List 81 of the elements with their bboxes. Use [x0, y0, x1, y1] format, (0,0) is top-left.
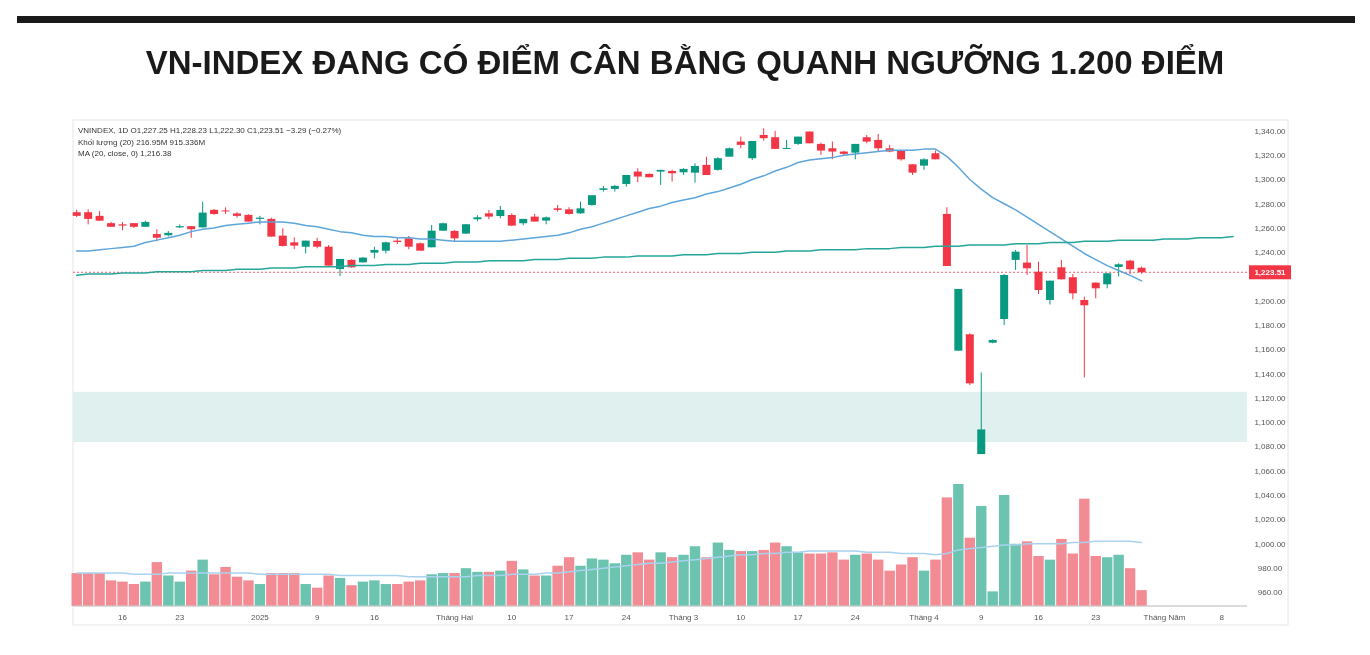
bar — [701, 557, 712, 606]
candlestick — [324, 244, 333, 267]
x-tick-label: 16 — [369, 613, 380, 622]
candlestick — [1011, 249, 1020, 271]
x-tick-label: 24 — [850, 613, 861, 622]
chart-title: VN-INDEX ĐANG CÓ ĐIỂM CÂN BẰNG QUANH NGƯỠNG 1.200 ĐIỂM — [145, 44, 1225, 81]
annotation: VNINDEX, 1D O1,227.25 H1,228.23 L1,222.30 C1,223.51 −3.29 (−0.27%) — [78, 126, 342, 135]
bar — [540, 575, 552, 606]
x-tick-label: 10 — [736, 613, 746, 622]
candlestick — [484, 209, 493, 220]
bar — [197, 559, 208, 606]
x-tick-label: Tháng Hai — [436, 613, 474, 622]
x-tick-label: 8 — [1219, 613, 1225, 622]
bar — [449, 573, 460, 606]
candlestick — [278, 227, 287, 248]
x-tick-label: 16 — [1034, 613, 1044, 622]
candlestick — [233, 211, 241, 219]
bar — [666, 557, 678, 606]
bar — [735, 551, 746, 606]
x-tick-label: 23 — [175, 613, 185, 622]
x-tick-label: 2025 — [251, 613, 270, 622]
x-tick-label: 23 — [1091, 613, 1101, 622]
bar — [976, 505, 987, 606]
y-tick-label: 1,320.00 — [1254, 151, 1287, 161]
y-tick-label: 1,120.00 — [1254, 393, 1287, 403]
candlestick — [702, 156, 711, 176]
y-tick-label: 1,200.00 — [1254, 296, 1287, 306]
x-tick-label: 9 — [979, 613, 985, 622]
x-tick-label: Tháng 4 — [909, 613, 940, 622]
candlestick — [691, 162, 699, 184]
x-tick-label: 16 — [118, 613, 128, 622]
bar — [254, 584, 266, 606]
annotation: Khối lượng (20) 216.95M 915.336M — [78, 137, 206, 147]
x-tick-label: 24 — [621, 613, 632, 622]
bar — [953, 484, 964, 606]
bar — [334, 577, 346, 606]
x-tick-label: 10 — [507, 613, 517, 622]
ref-line-label: 1,223.51 — [1254, 268, 1287, 278]
bar — [747, 551, 758, 606]
line-series — [75, 235, 1234, 277]
y-tick-label: 1,160.00 — [1254, 345, 1287, 355]
candlestick — [267, 217, 276, 238]
x-tick-label: Tháng 3 — [668, 613, 699, 622]
bar — [495, 570, 506, 606]
y-tick-label: 1,260.00 — [1254, 224, 1287, 233]
candlestick — [610, 184, 619, 193]
annotation: MA (20, close, 0) 1,216.38 — [78, 149, 172, 158]
y-tick-label: 1,140.00 — [1254, 369, 1287, 379]
y-tick-label: 1,000.00 — [1254, 539, 1287, 549]
bar — [655, 552, 666, 606]
bar — [140, 581, 151, 606]
y-tick-label: 1,020.00 — [1254, 515, 1287, 525]
y-tick-label: 960.00 — [1257, 588, 1283, 598]
candlestick — [1080, 296, 1089, 378]
x-tick-label: 17 — [793, 613, 804, 622]
y-tick-label: 1,060.00 — [1254, 466, 1287, 476]
x-tick-label: 17 — [564, 613, 575, 622]
y-tick-label: 1,100.00 — [1254, 418, 1287, 428]
x-tick-label: Tháng Năm — [1143, 613, 1186, 622]
candlestick — [198, 201, 207, 228]
y-tick-label: 1,240.00 — [1254, 248, 1287, 258]
y-tick-label: 980.00 — [1257, 563, 1283, 573]
y-tick-label: 1,340.00 — [1254, 126, 1287, 136]
bar — [151, 562, 163, 606]
bar — [483, 571, 495, 606]
bar — [850, 554, 861, 606]
y-tick-label: 1,300.00 — [1254, 175, 1287, 185]
y-tick-label: 1,040.00 — [1254, 490, 1287, 500]
y-tick-label: 1,080.00 — [1254, 442, 1287, 452]
x-tick-label: 9 — [314, 613, 320, 622]
bar — [346, 585, 357, 606]
candlestick — [152, 228, 161, 242]
y-tick-label: 1,280.00 — [1254, 199, 1287, 209]
bar — [918, 570, 930, 606]
bar — [964, 537, 975, 606]
bar — [518, 569, 529, 606]
bar — [506, 560, 517, 606]
bar — [1044, 559, 1056, 606]
y-tick-label: 1,180.00 — [1254, 321, 1287, 331]
bar — [300, 584, 311, 606]
bar — [529, 575, 540, 606]
